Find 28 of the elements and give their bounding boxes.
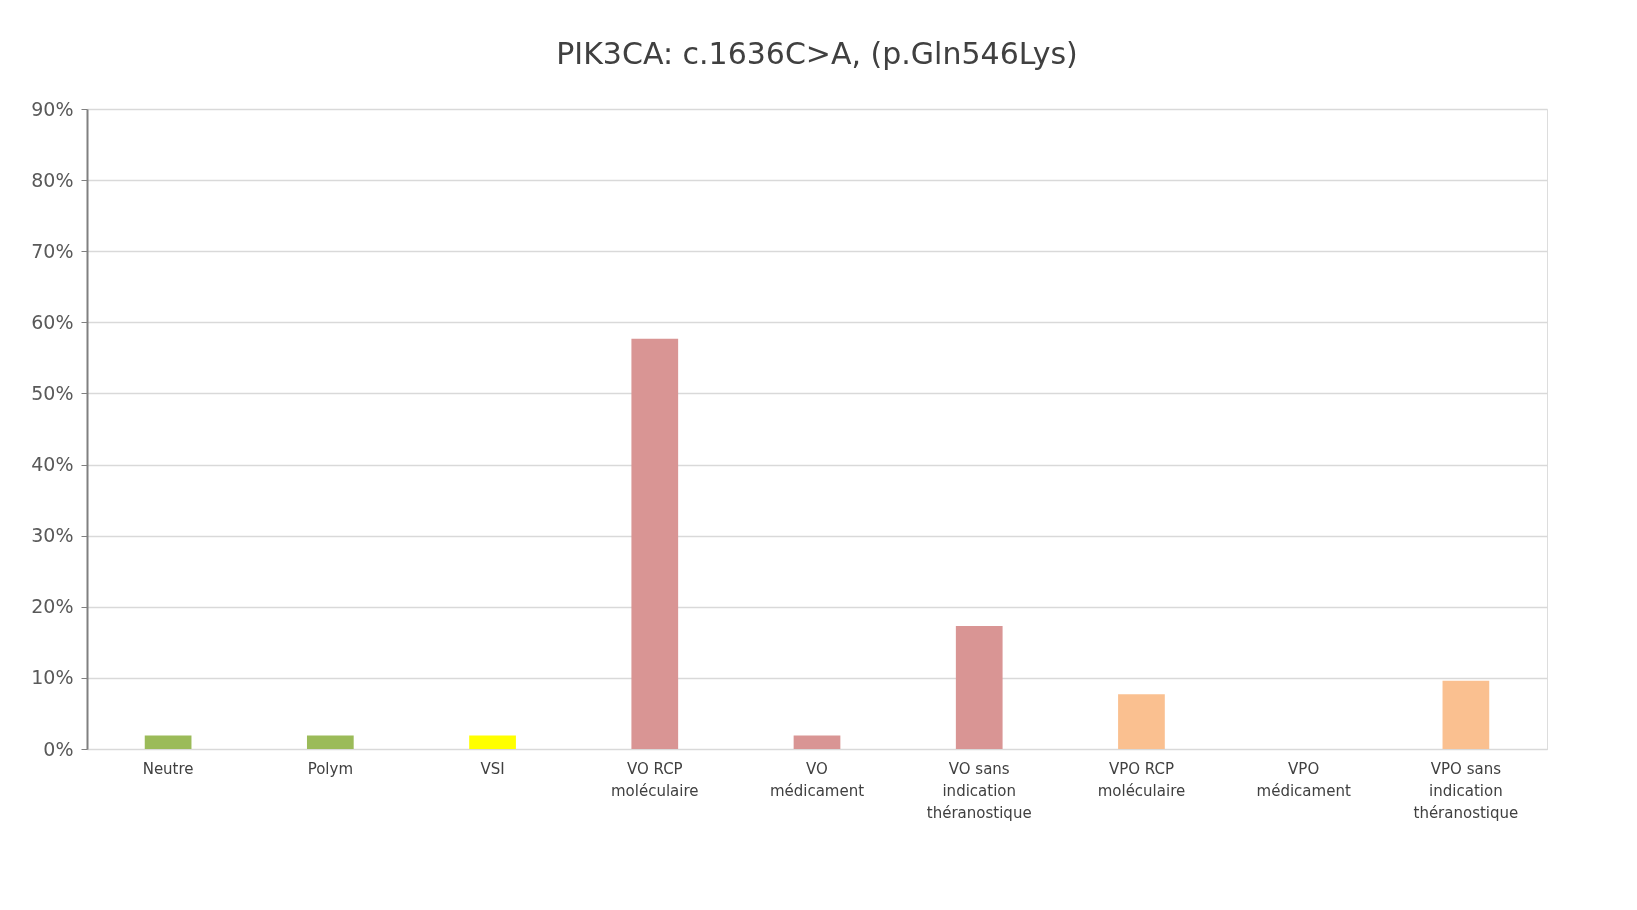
bar — [1118, 694, 1165, 749]
bar — [793, 735, 841, 749]
y-tick-label: 30% — [31, 524, 74, 547]
y-tick-label: 60% — [31, 310, 74, 333]
x-tick-label: VPO sans indication théranostique — [1413, 759, 1519, 822]
bar — [306, 735, 354, 749]
y-tick-label: 50% — [31, 381, 74, 404]
x-tick-label: Neutre — [142, 759, 194, 778]
bar — [955, 625, 1003, 749]
bar — [469, 735, 516, 749]
bar — [631, 338, 679, 749]
x-tick-label: VSI — [480, 759, 505, 778]
bar — [144, 735, 192, 749]
x-tick-label: VO sans indication théranostique — [926, 759, 1032, 822]
y-tick-label: 40% — [31, 453, 74, 476]
chart-title: PIK3CA: c.1636C>A, (p.Gln546Lys) — [556, 36, 1078, 71]
y-tick-label: 10% — [31, 666, 74, 689]
y-tick-label: 70% — [31, 239, 74, 262]
y-tick-label: 90% — [31, 97, 74, 120]
bar — [1442, 680, 1490, 749]
y-tick-label: 80% — [31, 168, 74, 191]
x-tick-label: VO RCP moléculaire — [611, 759, 699, 800]
y-tick-label: 20% — [31, 595, 74, 618]
x-tick-label: Polym — [307, 759, 354, 778]
x-tick-label: VPO médicament — [1256, 759, 1351, 800]
x-tick-label: VPO RCP moléculaire — [1097, 759, 1186, 800]
x-tick-label: VO médicament — [769, 759, 865, 800]
y-tick-label: 0% — [43, 737, 74, 760]
